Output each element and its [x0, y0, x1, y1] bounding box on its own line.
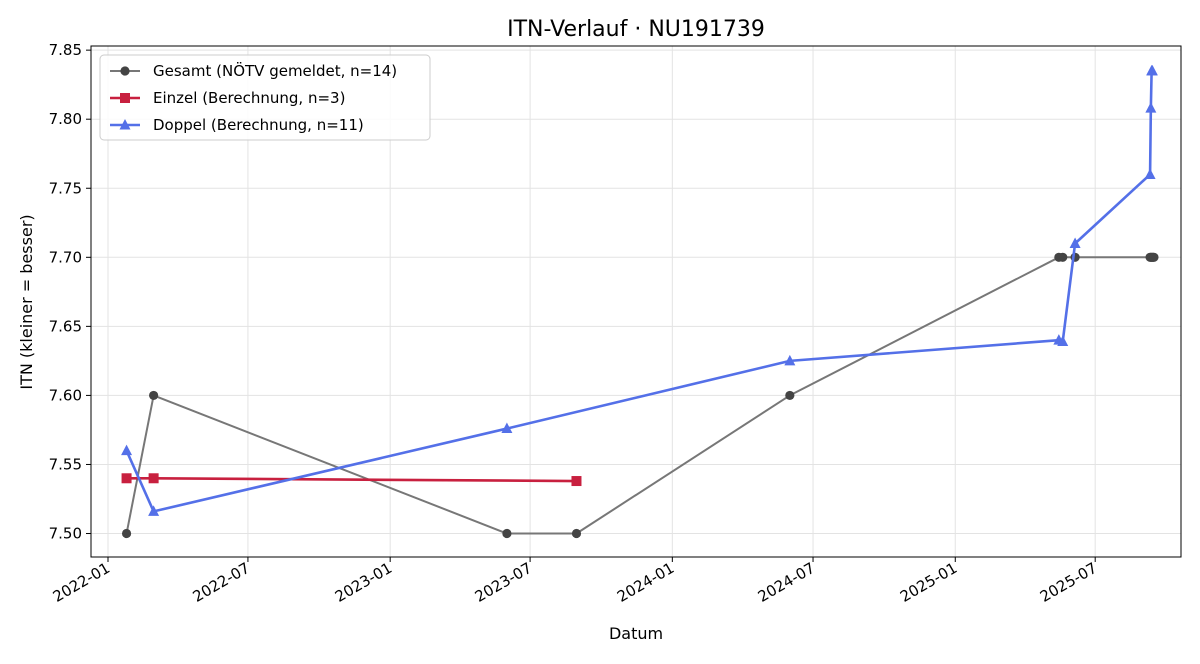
- data-point: [784, 354, 796, 366]
- plot-area-frame: [90, 45, 1182, 558]
- legend-label: Gesamt (NÖTV gemeldet, n=14): [153, 61, 397, 80]
- y-tick-label: 7.75: [49, 179, 82, 197]
- legend-marker: [119, 119, 131, 130]
- series-circle: [121, 252, 1159, 539]
- legend-marker: [120, 93, 130, 103]
- legend-label: Einzel (Berechnung, n=3): [153, 89, 345, 107]
- series-triangle: [121, 64, 1158, 516]
- data-point: [1069, 237, 1081, 248]
- x-tick-label: 2022-01: [50, 559, 113, 606]
- data-point: [1145, 102, 1157, 113]
- series-layer: [121, 64, 1159, 539]
- legend-label: Doppel (Berechnung, n=11): [153, 116, 364, 134]
- series-line: [126, 476, 577, 483]
- y-tick-label: 7.65: [49, 317, 82, 335]
- data-point: [1057, 335, 1069, 347]
- y-tick-label: 7.85: [49, 41, 82, 59]
- x-tick-label: 2024-01: [614, 559, 677, 606]
- legend-box: [99, 54, 431, 141]
- x-axis-label: Datum: [609, 624, 663, 643]
- data-point: [501, 422, 513, 434]
- data-point: [121, 528, 132, 539]
- y-tick-label: 7.55: [49, 455, 82, 473]
- data-point: [149, 390, 159, 401]
- x-tick-label: 2025-01: [897, 559, 960, 606]
- data-point: [785, 390, 795, 401]
- y-axis-label: ITN (kleiner = besser): [17, 214, 36, 389]
- y-tick-label: 7.70: [49, 248, 82, 266]
- x-tick-label: 2024-07: [755, 559, 818, 606]
- series-square: [121, 473, 582, 487]
- x-tick-label: 2023-07: [472, 559, 535, 606]
- data-point: [1146, 64, 1158, 76]
- x-tick-label: 2025-07: [1037, 559, 1100, 606]
- data-point: [502, 528, 512, 539]
- chart-title: ITN-Verlauf · NU191739: [507, 17, 765, 42]
- legend: Gesamt (NÖTV gemeldet, n=14) Einzel (Bere…: [99, 54, 431, 141]
- data-point: [1144, 168, 1156, 179]
- y-tick-label: 7.60: [49, 386, 82, 404]
- x-tick-label: 2023-01: [332, 559, 395, 606]
- data-point: [148, 505, 160, 516]
- x-tick-label: 2022-07: [190, 559, 253, 606]
- data-point: [1058, 252, 1068, 262]
- data-point: [121, 473, 132, 484]
- data-point: [571, 528, 582, 539]
- y-tick-label: 7.50: [49, 525, 82, 543]
- legend-marker: [120, 66, 130, 76]
- data-point: [571, 476, 582, 487]
- y-tick-label: 7.80: [49, 110, 82, 128]
- data-point: [148, 473, 159, 484]
- data-point: [1149, 252, 1159, 262]
- data-point: [121, 444, 133, 456]
